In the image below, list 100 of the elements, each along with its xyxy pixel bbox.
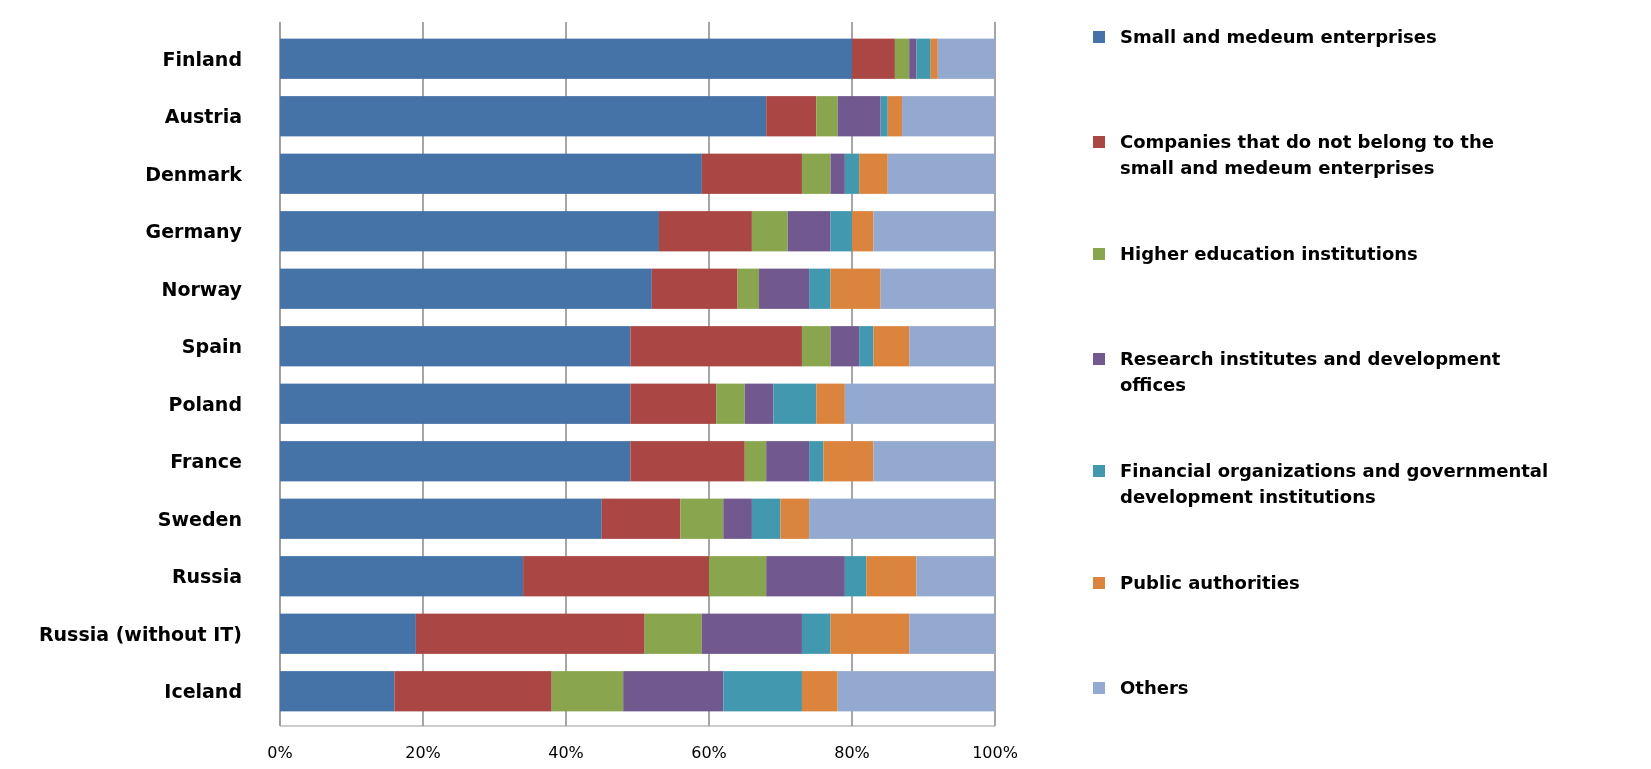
bar xyxy=(280,498,602,539)
bar xyxy=(523,556,709,597)
bar xyxy=(723,498,752,539)
bar xyxy=(809,268,831,309)
bar xyxy=(630,383,717,424)
bar xyxy=(844,153,860,194)
bar xyxy=(909,326,995,367)
bar xyxy=(880,96,888,137)
bar xyxy=(859,326,874,367)
bar xyxy=(551,671,624,712)
bar xyxy=(716,383,745,424)
y-tick-label: Denmark xyxy=(145,162,243,185)
bar xyxy=(837,671,995,712)
bar xyxy=(280,556,524,597)
bar xyxy=(844,556,867,597)
bar xyxy=(816,383,845,424)
bar xyxy=(623,671,724,712)
bar xyxy=(787,211,831,252)
x-tick-label: 40% xyxy=(548,743,584,762)
bar xyxy=(930,38,938,79)
bar xyxy=(709,556,767,597)
y-tick-label: Iceland xyxy=(164,680,242,703)
bar xyxy=(280,613,416,654)
bar xyxy=(701,153,802,194)
bar xyxy=(887,153,995,194)
bar xyxy=(680,498,724,539)
y-tick-label: Sweden xyxy=(157,507,242,530)
bar xyxy=(644,613,702,654)
bar xyxy=(830,268,881,309)
bar xyxy=(759,268,810,309)
bar xyxy=(830,153,845,194)
y-tick-label: Poland xyxy=(168,392,242,415)
bar xyxy=(866,556,917,597)
bar xyxy=(280,326,631,367)
bar xyxy=(280,671,395,712)
bar xyxy=(873,211,995,252)
y-tick-label: Austria xyxy=(164,105,242,128)
bar xyxy=(658,211,752,252)
bar xyxy=(801,671,838,712)
bar xyxy=(880,268,995,309)
bar xyxy=(809,498,995,539)
bar xyxy=(852,211,874,252)
bar xyxy=(280,268,652,309)
bar xyxy=(744,383,774,424)
y-tick-label: Russia xyxy=(171,565,242,588)
bar xyxy=(773,383,817,424)
y-tick-label: Germany xyxy=(145,220,243,243)
bar xyxy=(766,556,845,597)
bar xyxy=(809,441,824,482)
bar xyxy=(751,211,788,252)
bar xyxy=(830,211,852,252)
x-tick-label: 80% xyxy=(834,743,870,762)
bar xyxy=(801,153,831,194)
y-tick-label: Spain xyxy=(181,335,242,358)
bar xyxy=(801,326,831,367)
bar xyxy=(852,38,895,79)
x-tick-label: 0% xyxy=(267,743,293,762)
bar xyxy=(630,326,802,367)
legend-label: Companies that do not belong to the small and medeum enterprises xyxy=(1120,131,1495,178)
bar xyxy=(902,96,995,137)
legend-label: Research institutes and development offices xyxy=(1120,348,1501,395)
bar xyxy=(651,268,738,309)
y-tick-label: France xyxy=(170,450,242,473)
bar xyxy=(280,383,631,424)
bar xyxy=(916,38,931,79)
bar xyxy=(916,556,995,597)
bar xyxy=(830,613,910,654)
x-tick-label: 60% xyxy=(691,743,727,762)
bar xyxy=(601,498,681,539)
bar xyxy=(780,498,810,539)
bar xyxy=(894,38,910,79)
bar xyxy=(280,96,767,137)
y-tick-label: Russia (without IT) xyxy=(38,622,242,645)
bar xyxy=(701,613,802,654)
bar xyxy=(816,96,838,137)
bar xyxy=(280,38,852,79)
bar xyxy=(873,441,995,482)
bar xyxy=(937,38,995,79)
y-tick-label: Norway xyxy=(161,277,243,300)
bar xyxy=(751,498,781,539)
bar xyxy=(830,326,860,367)
legend-label: Financial organizations and governmental development institutions xyxy=(1120,460,1549,507)
bar xyxy=(844,383,995,424)
bar xyxy=(280,153,702,194)
y-tick-label: Finland xyxy=(162,47,242,70)
bar xyxy=(280,441,631,482)
bar xyxy=(744,441,767,482)
bar xyxy=(887,96,903,137)
bar xyxy=(837,96,881,137)
legend-label: Public authorities xyxy=(1120,572,1300,593)
bar xyxy=(630,441,745,482)
x-tick-label: 20% xyxy=(405,743,441,762)
legend-label: Small and medeum enterprises xyxy=(1120,26,1437,47)
bar xyxy=(415,613,645,654)
bar xyxy=(737,268,760,309)
bar xyxy=(723,671,802,712)
legend-label: Others xyxy=(1120,677,1189,698)
bar xyxy=(859,153,888,194)
bar xyxy=(394,671,552,712)
bar xyxy=(766,96,817,137)
